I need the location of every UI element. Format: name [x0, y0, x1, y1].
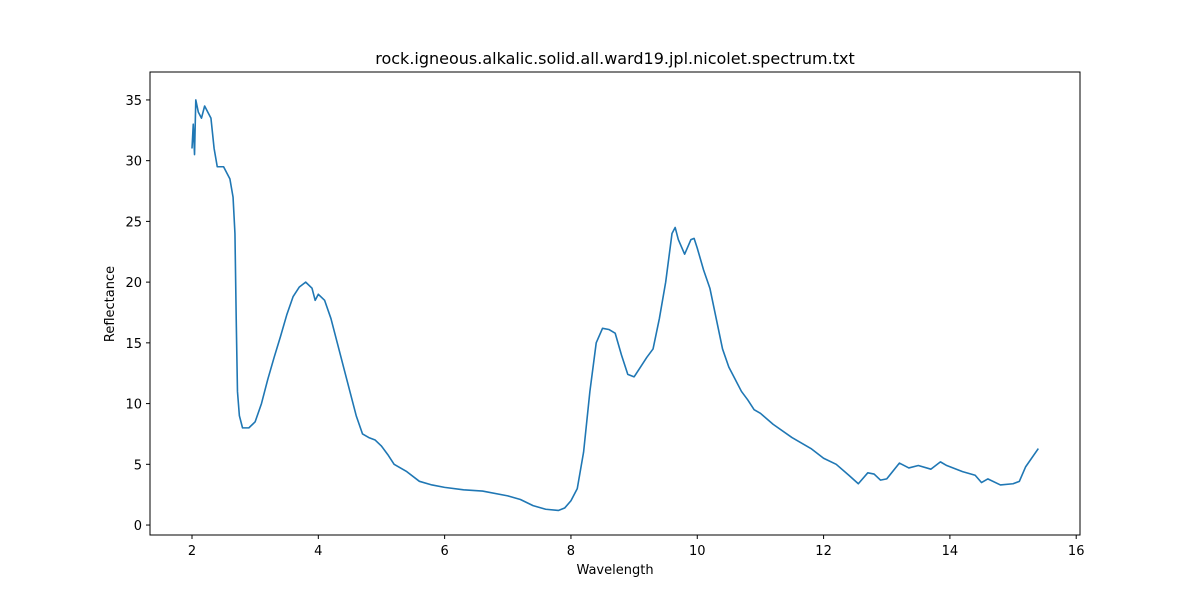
x-axis-label: Wavelength	[576, 563, 653, 578]
y-tick-label: 10	[125, 398, 142, 413]
y-axis-label: Reflectance	[103, 266, 118, 342]
y-tick-label: 5	[134, 458, 142, 473]
x-tick-label: 16	[1068, 544, 1085, 559]
x-tick-label: 4	[314, 544, 322, 559]
y-tick-label: 35	[125, 94, 142, 109]
chart-title: rock.igneous.alkalic.solid.all.ward19.jp…	[375, 49, 855, 68]
y-tick-label: 25	[125, 215, 142, 230]
y-tick-label: 15	[125, 337, 142, 352]
x-tick-label: 14	[942, 544, 959, 559]
y-tick-label: 20	[125, 276, 142, 291]
x-tick-label: 6	[440, 544, 448, 559]
y-tick-label: 0	[134, 519, 142, 534]
data-line	[191, 99, 1039, 512]
x-tick-label: 2	[188, 544, 196, 559]
x-tick-label: 8	[567, 544, 575, 559]
plot-frame	[149, 71, 1081, 536]
y-tick-label: 30	[125, 155, 142, 170]
x-tick-label: 12	[815, 544, 832, 559]
x-tick-label: 10	[689, 544, 706, 559]
